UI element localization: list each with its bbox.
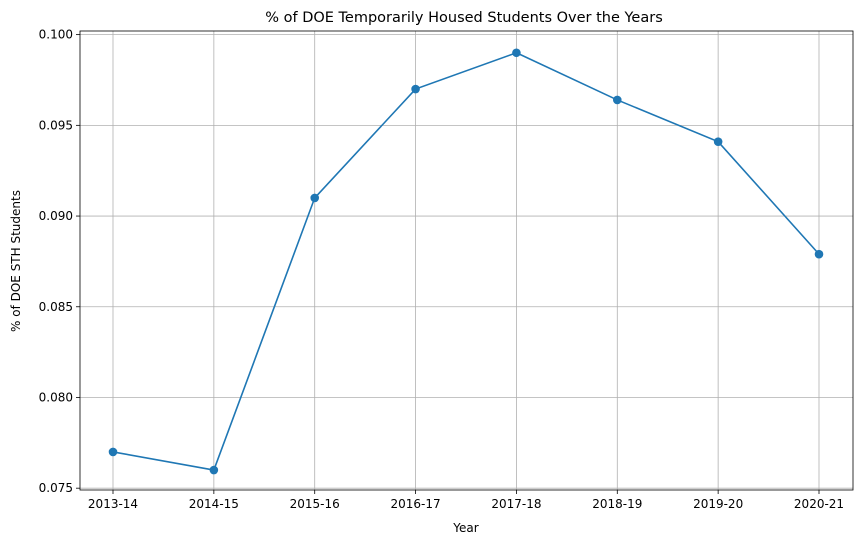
data-point	[310, 193, 320, 203]
x-tick-label: 2018-19	[592, 497, 642, 511]
x-tick-label: 2019-20	[693, 497, 743, 511]
x-tick-label: 2015-16	[290, 497, 340, 511]
series-line	[112, 51, 820, 471]
y-tick-label: 0.090	[39, 209, 73, 223]
chart-title: % of DOE Temporarily Housed Students Ove…	[265, 10, 663, 26]
series-layer	[108, 48, 824, 475]
data-point	[108, 447, 118, 457]
y-axis: 0.075 0.080 0.085 0.090 0.095 0.100	[39, 28, 80, 495]
y-tick-label: 0.085	[39, 300, 73, 314]
data-point	[411, 84, 420, 94]
data-point	[612, 95, 622, 105]
y-axis-label: % of DOE STH Students	[9, 190, 23, 332]
y-tick-label: 0.100	[39, 28, 73, 42]
x-tick-label: 2013-14	[88, 497, 138, 511]
data-point	[512, 48, 521, 58]
x-tick-label: 2020-21	[794, 497, 844, 511]
y-tick-label: 0.080	[39, 390, 73, 404]
grid	[80, 31, 853, 490]
data-point	[814, 249, 824, 259]
plot-area-frame	[79, 30, 854, 491]
x-tick-label: 2017-18	[491, 497, 541, 511]
x-tick-label: 2016-17	[391, 497, 441, 511]
y-tick-label: 0.095	[39, 118, 73, 132]
x-axis: 2013-14 2014-15 2015-16 2016-17 2017-18 2018-…	[88, 490, 844, 511]
y-tick-label: 0.075	[39, 481, 73, 495]
x-tick-label: 2014-15	[189, 497, 239, 511]
x-axis-label: Year	[452, 521, 478, 535]
data-point	[713, 137, 723, 146]
data-point	[209, 465, 219, 475]
